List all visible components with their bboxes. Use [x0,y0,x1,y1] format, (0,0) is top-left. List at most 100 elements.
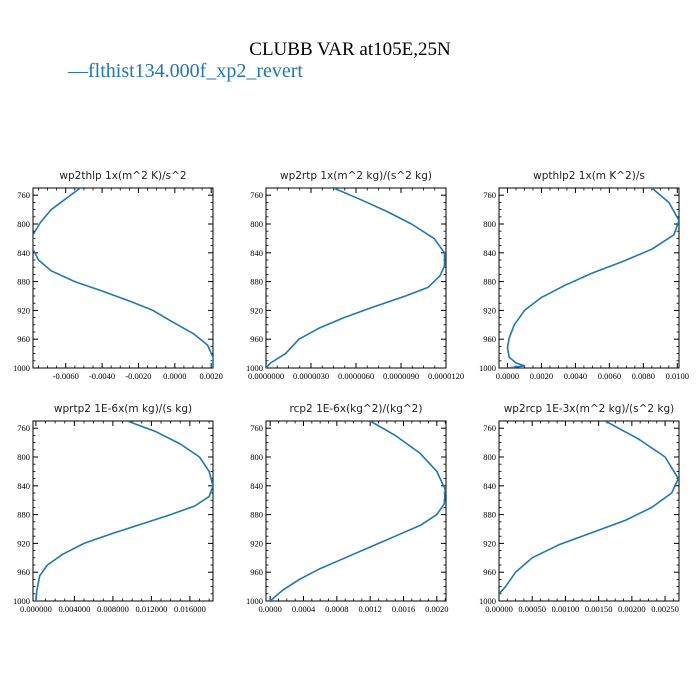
series-line [33,188,213,368]
y-tick-label: 920 [17,538,30,548]
x-tick-label: 0.0000030 [293,371,329,381]
x-tick-label: 0.00000 [485,604,513,614]
x-tick-label: 0.0080 [632,371,655,381]
y-tick-label: 920 [250,538,263,548]
x-tick-label: 0.00200 [618,604,646,614]
x-tick-label: 0.0016 [392,604,415,614]
panel-3: wpthlp2 1x(m K^2)/s 760 800 840 880 920 960 100… [479,170,689,381]
y-tick-label: 840 [17,481,30,491]
y-tick-label: 800 [17,219,30,229]
x-tick-label: 0.0000000 [248,371,284,381]
plot-frame [498,420,680,602]
plot-frame [498,187,680,369]
x-tick-label: -0.0020 [125,371,151,381]
y-tick-label: 840 [250,248,263,258]
y-tick-label: 840 [17,248,30,258]
panel-4: wprtp2 1E-6x(m kg)/(s kg) 760 800 840 880 920… [13,403,214,614]
legend-marker: — [67,60,89,82]
panel-title: wp2thlp 1x(m^2 K)/s^2 [59,170,186,182]
panel-title: wpthlp2 1x(m K^2)/s [533,170,645,182]
x-tick-label: 0.00100 [552,604,580,614]
x-tick-label: 0.0020 [530,371,553,381]
y-tick-label: 960 [17,334,30,344]
y-tick-label: 960 [17,567,30,577]
x-tick-label: 0.0040 [564,371,587,381]
y-tick-label: 760 [483,423,496,433]
y-tick-label: 760 [483,190,496,200]
plot-frame [265,187,447,369]
x-tick-label: 0.0100 [666,371,689,381]
x-tick-label: 0.000000 [20,604,52,614]
figure-title: CLUBB VAR at105E,25N [249,39,451,60]
panel-1: wp2thlp 1x(m^2 K)/s^2 760 800 840 880 920 960 1… [13,170,223,381]
y-tick-label: 920 [483,538,496,548]
x-tick-label: 0.0000090 [383,371,419,381]
y-tick-label: 1000 [13,596,30,606]
x-tick-label: -0.0040 [89,371,115,381]
panel-title: wp2rcp 1E-3x(m^2 kg)/(s^2 kg) [504,403,675,415]
y-tick-label: 880 [250,277,263,287]
y-tick-label: 800 [483,452,496,462]
x-tick-label: 0.0012 [358,604,381,614]
y-tick-label: 1000 [246,363,263,373]
y-tick-label: 920 [17,305,30,315]
y-tick-label: 880 [17,510,30,520]
y-tick-label: 960 [250,567,263,577]
y-tick-label: 960 [483,334,496,344]
y-tick-label: 760 [17,190,30,200]
plot-frame [32,420,214,602]
series-line [499,421,679,595]
x-tick-label: -0.0060 [53,371,79,381]
x-tick-label: 0.0000 [163,371,186,381]
y-tick-label: 840 [483,481,496,491]
x-tick-label: 0.0000060 [338,371,374,381]
y-tick-label: 1000 [13,363,30,373]
x-tick-label: 0.004000 [58,604,90,614]
plot-frame [265,420,447,602]
y-tick-label: 1000 [479,596,496,606]
y-tick-label: 880 [483,277,496,287]
y-tick-label: 760 [250,190,263,200]
series-line [269,421,446,601]
x-tick-label: 0.0008 [325,604,348,614]
x-tick-label: 0.008000 [97,604,129,614]
y-tick-label: 920 [250,305,263,315]
panel-6: wp2rcp 1E-3x(m^2 kg)/(s^2 kg) 760 800 840 88… [479,403,680,614]
y-tick-label: 1000 [246,596,263,606]
y-tick-label: 800 [250,452,263,462]
y-tick-label: 760 [17,423,30,433]
y-tick-label: 760 [250,423,263,433]
panels: wp2thlp 1x(m^2 K)/s^2 760 800 840 880 920 960 1… [13,170,689,614]
y-tick-label: 840 [483,248,496,258]
x-tick-label: 0.016000 [174,604,206,614]
x-tick-label: 0.0004 [292,604,316,614]
y-tick-label: 1000 [479,363,496,373]
series-line [506,188,679,368]
y-tick-label: 880 [483,510,496,520]
y-tick-label: 960 [250,334,263,344]
x-tick-label: 0.0020 [425,604,448,614]
legend: — flthist134.000f_xp2_revert [67,60,303,82]
plot-frame [32,187,214,369]
x-tick-label: 0.00050 [518,604,546,614]
y-tick-label: 880 [17,277,30,287]
y-tick-label: 920 [483,305,496,315]
x-tick-label: 0.00250 [651,604,679,614]
y-tick-label: 800 [250,219,263,229]
panel-title: wprtp2 1E-6x(m kg)/(s kg) [54,403,192,415]
x-tick-label: 0.012000 [135,604,167,614]
panel-title: rcp2 1E-6x(kg^2)/(kg^2) [290,403,423,415]
x-tick-label: 0.0000 [258,604,281,614]
legend-label: flthist134.000f_xp2_revert [88,60,303,82]
x-tick-label: 0.0000 [496,371,519,381]
x-tick-label: 0.0020 [199,371,222,381]
panel-5: rcp2 1E-6x(kg^2)/(kg^2) 760 800 840 880 920 96… [246,403,449,614]
y-tick-label: 840 [250,481,263,491]
panel-title: wp2rtp 1x(m^2 kg)/(s^2 kg) [280,170,432,182]
panel-2: wp2rtp 1x(m^2 kg)/(s^2 kg) 760 800 840 880 92… [246,170,464,381]
y-tick-label: 800 [17,452,30,462]
x-tick-label: 0.0060 [598,371,621,381]
x-tick-label: 0.00150 [585,604,613,614]
series-line [35,421,213,601]
